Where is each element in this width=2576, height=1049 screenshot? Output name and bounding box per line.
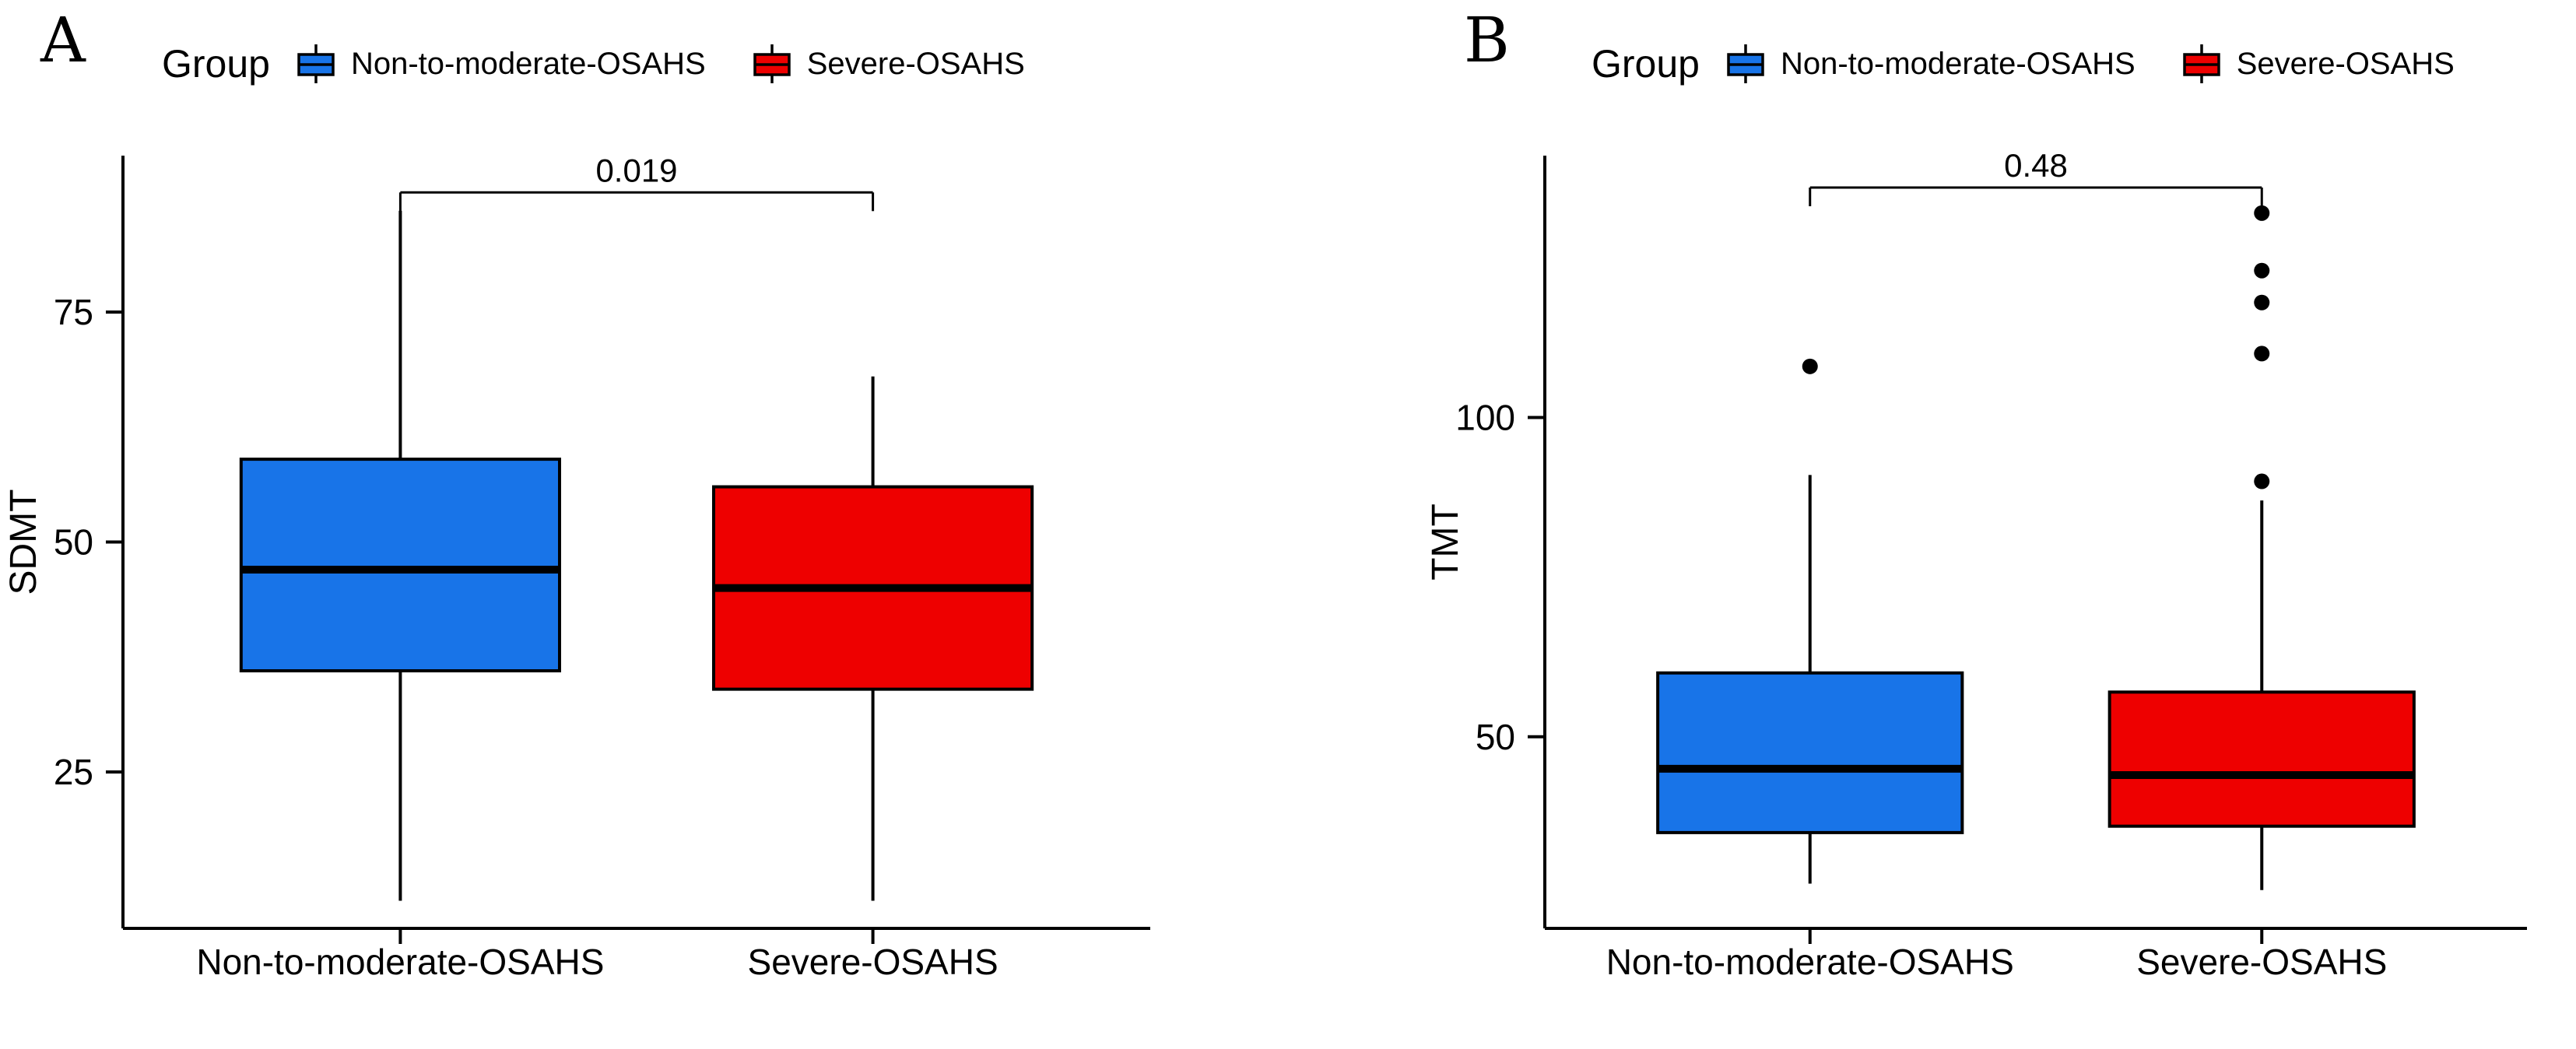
y-tick-label: 50 — [54, 522, 93, 563]
boxplot-key-icon-red — [753, 44, 791, 83]
box-severe — [2107, 690, 2416, 828]
y-axis-title: TMT — [1425, 503, 1466, 581]
boxplot-key-icon-red — [2182, 44, 2220, 83]
panel-b-label: B — [1464, 4, 1510, 76]
x-category-label: Non-to-moderate-OSAHS — [196, 942, 604, 982]
outlier-point — [2254, 205, 2270, 221]
panel-b: B Group Non-to-moderate-OSAHS Severe-OSA… — [1288, 0, 2576, 1049]
x-category-label: Severe-OSAHS — [748, 942, 998, 982]
legend-item-severe: Severe-OSAHS — [749, 41, 1025, 86]
p-value-label: 0.48 — [2004, 147, 2068, 184]
outlier-point — [2254, 294, 2270, 310]
legend-item-non-to-moderate: Non-to-moderate-OSAHS — [293, 41, 706, 86]
p-value-label: 0.019 — [595, 152, 677, 188]
outlier-point — [2254, 262, 2270, 279]
legend-panel-a: Group Non-to-moderate-OSAHS Severe-OSAHS — [162, 39, 1025, 89]
panel-a-label: A — [40, 4, 86, 76]
legend-label: Non-to-moderate-OSAHS — [1780, 46, 2136, 81]
legend-item-non-to-moderate: Non-to-moderate-OSAHS — [1723, 41, 2136, 86]
y-axis-title: SDMT — [3, 489, 44, 595]
legend-label: Severe-OSAHS — [2236, 46, 2455, 81]
legend-title: Group — [162, 42, 270, 86]
box-non-to-moderate — [1656, 671, 1964, 834]
y-tick-label: 75 — [54, 292, 93, 332]
y-tick-label: 50 — [1476, 717, 1515, 757]
panel-a: A Group Non-to-moderate-OSAHS Severe-OSA… — [3, 4, 1150, 982]
outlier-point — [2254, 473, 2270, 489]
y-tick-label: 25 — [54, 752, 93, 792]
boxplot-key-icon-blue — [1727, 44, 1764, 83]
legend-item-severe: Severe-OSAHS — [2179, 41, 2455, 86]
legend-title: Group — [1592, 42, 1700, 86]
y-tick-label: 100 — [1455, 397, 1515, 437]
boxplot-key-icon-blue — [297, 44, 335, 83]
boxplot-chart-sdmt: 25 50 75 SDMT Non-to-moderate-OSAHS Severe-OS… — [3, 152, 1150, 982]
x-category-label: Non-to-moderate-OSAHS — [1606, 942, 2014, 982]
outlier-point — [2254, 346, 2270, 362]
outlier-point — [1802, 358, 1818, 374]
legend-panel-b: Group Non-to-moderate-OSAHS Severe-OSAHS — [1592, 39, 2455, 89]
legend-label: Severe-OSAHS — [806, 46, 1025, 81]
box-non-to-moderate — [239, 458, 561, 672]
x-category-label: Severe-OSAHS — [2136, 942, 2387, 982]
boxplot-chart-tmt: 50 100 TMT Non-to-moderate-OSAHS Severe-OSAH… — [1425, 147, 2527, 982]
legend-label: Non-to-moderate-OSAHS — [350, 46, 706, 81]
